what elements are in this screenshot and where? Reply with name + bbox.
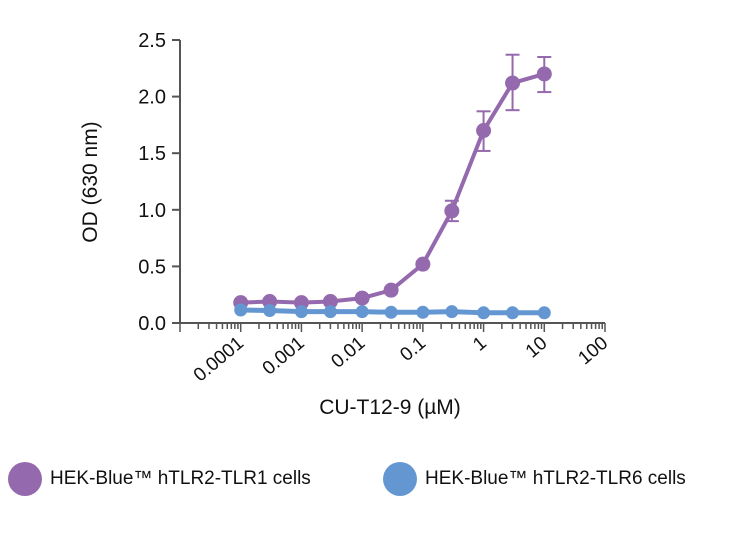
data-point (322, 293, 338, 309)
x-tick-label: 100 (574, 333, 612, 369)
x-tick-label: 0.01 (328, 333, 370, 373)
legend-swatch (383, 462, 417, 496)
y-axis-label: OD (630 nm) (79, 121, 102, 242)
series-line (240, 72, 545, 305)
data-point (415, 256, 431, 272)
chart: 0.0 0.5 1.0 1.5 2.0 2.5 0.0001 0.001 0.01 0.1 1 10 1… (79, 30, 612, 419)
data-point (506, 306, 520, 320)
y-tick-label: 0.5 (138, 256, 166, 278)
data-point (263, 304, 277, 318)
y-tick-label: 1.5 (138, 143, 166, 165)
legend-label: HEK-Blue™ hTLR2-TLR1 cells (50, 468, 311, 489)
data-point (537, 306, 551, 320)
data-point (323, 305, 337, 319)
marks (233, 53, 552, 320)
data-point (384, 305, 398, 319)
y-tick-label: 0.0 (138, 313, 166, 335)
data-point (444, 203, 460, 219)
legend-swatch (8, 462, 42, 496)
data-point (536, 66, 552, 82)
axes: 0.0 0.5 1.0 1.5 2.0 2.5 0.0001 0.001 0.01 0.1 1 10 1… (138, 30, 612, 386)
legend-label: HEK-Blue™ hTLR2-TLR6 cells (425, 468, 686, 489)
series-1 (234, 303, 551, 320)
legend: HEK-Blue™ hTLR2-TLR1 cells HEK-Blue™ hTL… (0, 462, 755, 502)
data-point (234, 303, 248, 317)
x-axis-label: CU-T12-9 (µM) (319, 396, 461, 419)
data-point (476, 123, 492, 139)
data-point (354, 290, 370, 306)
y-tick-label: 1.0 (138, 200, 166, 222)
legend-item-tlr1: HEK-Blue™ hTLR2-TLR1 cells (8, 462, 311, 496)
series-0 (233, 53, 552, 311)
data-point (505, 75, 521, 91)
x-tick-label: 1 (469, 333, 491, 356)
data-point (416, 305, 430, 319)
data-point (445, 305, 459, 319)
data-point (477, 306, 491, 320)
x-tick-label: 0.0001 (190, 333, 248, 386)
y-tick-label: 2.5 (138, 30, 166, 52)
x-tick-label: 0.001 (259, 333, 309, 380)
data-point (355, 305, 369, 319)
x-tick-label: 10 (522, 333, 552, 363)
x-tick-label: 0.1 (396, 333, 430, 366)
data-point (383, 282, 399, 298)
legend-item-tlr6: HEK-Blue™ hTLR2-TLR6 cells (383, 462, 686, 496)
y-tick-label: 2.0 (138, 87, 166, 109)
data-point (294, 305, 308, 319)
